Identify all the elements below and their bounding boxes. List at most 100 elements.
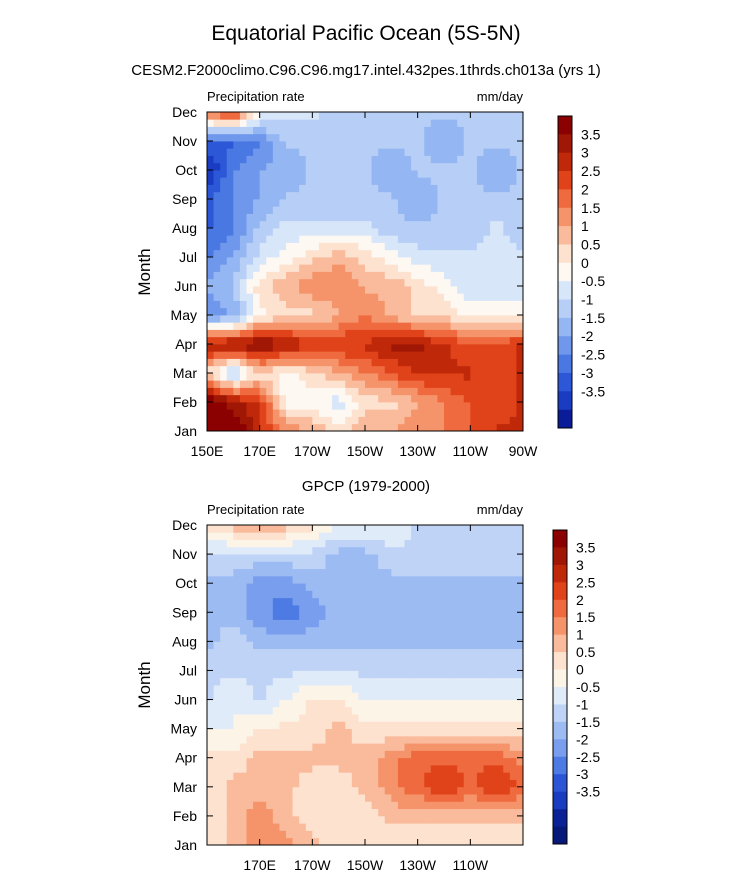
heatmap-cell <box>470 315 478 323</box>
heatmap-cell <box>332 278 340 287</box>
heatmap-cell <box>358 191 366 200</box>
heatmap-cell <box>503 655 511 664</box>
heatmap-cell <box>272 699 280 708</box>
heatmap-cell <box>266 423 274 432</box>
heatmap-cell <box>450 663 458 671</box>
heatmap-cell <box>338 605 346 613</box>
heatmap-cell <box>384 322 392 330</box>
heatmap-cell <box>305 409 313 417</box>
heatmap-cell <box>430 257 438 265</box>
heatmap-cell <box>411 365 419 374</box>
heatmap-cell <box>292 423 300 432</box>
heatmap-cell <box>253 626 261 635</box>
colorbar-swatch <box>558 336 572 355</box>
heatmap-cell <box>305 554 313 562</box>
heatmap-cell <box>424 380 432 388</box>
heatmap-cell <box>266 336 274 345</box>
heatmap-cell <box>239 634 247 642</box>
heatmap-cell <box>430 626 438 635</box>
heatmap-cell <box>411 532 419 540</box>
heatmap-cell <box>365 242 372 251</box>
heatmap-cell <box>299 373 307 381</box>
heatmap-cell <box>365 264 372 272</box>
heatmap-cell <box>463 626 471 635</box>
heatmap-cell <box>450 242 458 251</box>
heatmap-cell <box>371 322 379 330</box>
heatmap-cell <box>444 772 451 780</box>
heatmap-cell <box>318 141 326 149</box>
heatmap-cell <box>503 750 511 759</box>
heatmap-cell <box>516 380 524 388</box>
heatmap-cell <box>417 300 425 309</box>
heatmap-cell <box>312 387 320 396</box>
heatmap-cell <box>233 728 241 737</box>
heatmap-cell <box>391 416 399 425</box>
colorbar-swatch <box>553 669 567 688</box>
heatmap-cell <box>325 575 333 584</box>
heatmap-cell <box>430 575 438 584</box>
heatmap-cell <box>226 402 234 410</box>
heatmap-cell <box>279 772 287 780</box>
heatmap-cell <box>365 351 372 359</box>
heatmap-cell <box>437 692 445 700</box>
heatmap-cell <box>430 815 438 824</box>
heatmap-cell <box>450 699 458 708</box>
heatmap-cell <box>233 823 241 831</box>
heatmap-cell <box>213 387 221 396</box>
heatmap-cell <box>259 634 267 642</box>
heatmap-cell <box>457 757 465 766</box>
heatmap-cell <box>424 655 432 664</box>
heatmap-cell <box>259 626 267 635</box>
heatmap-cell <box>220 692 228 700</box>
heatmap-cell <box>351 823 359 831</box>
heatmap-cell <box>207 177 214 185</box>
heatmap-cell <box>496 112 504 120</box>
heatmap-cell <box>450 148 458 156</box>
heatmap-cell <box>444 808 451 817</box>
heatmap-cell <box>516 575 524 584</box>
heatmap-cell <box>246 765 254 773</box>
heatmap-cell <box>503 155 511 164</box>
heatmap-cell <box>358 815 366 824</box>
heatmap-cell <box>299 402 307 410</box>
heatmap-cell <box>404 264 412 272</box>
heatmap-cell <box>437 380 445 388</box>
heatmap-cell <box>417 699 425 708</box>
colorbar-swatch <box>558 226 572 245</box>
heatmap-cell <box>351 568 359 577</box>
heatmap-cell <box>286 750 293 759</box>
heatmap-cell <box>292 228 300 236</box>
heatmap-cell <box>312 293 320 301</box>
heatmap-cell <box>490 307 498 316</box>
heatmap-cell <box>246 677 254 686</box>
heatmap-cell <box>417 794 425 802</box>
heatmap-cell <box>272 351 280 359</box>
heatmap-cell <box>338 271 346 280</box>
heatmap-cell <box>490 358 498 367</box>
heatmap-cell <box>450 409 458 417</box>
heatmap-cell <box>292 772 300 780</box>
heatmap-cell <box>345 191 353 200</box>
heatmap-cell <box>490 765 498 773</box>
heatmap-cell <box>246 409 254 417</box>
heatmap-cell <box>424 300 432 309</box>
heatmap-cell <box>483 373 491 381</box>
heatmap-cell <box>358 271 366 280</box>
heatmap-cell <box>450 416 458 425</box>
heatmap-cell <box>259 619 267 628</box>
heatmap-cell <box>444 177 451 185</box>
heatmap-cell <box>516 373 524 381</box>
heatmap-cell <box>365 300 372 309</box>
panel-right-label: mm/day <box>477 89 524 104</box>
heatmap-cell <box>384 351 392 359</box>
heatmap-cell <box>213 786 221 795</box>
heatmap-cell <box>424 329 432 338</box>
heatmap-cell <box>430 358 438 367</box>
heatmap-cell <box>371 112 379 120</box>
heatmap-cell <box>503 612 511 620</box>
heatmap-cell <box>351 162 359 171</box>
heatmap-cell <box>503 699 511 708</box>
heatmap-cell <box>384 141 392 149</box>
heatmap-cell <box>397 554 405 562</box>
heatmap-cell <box>325 554 333 562</box>
